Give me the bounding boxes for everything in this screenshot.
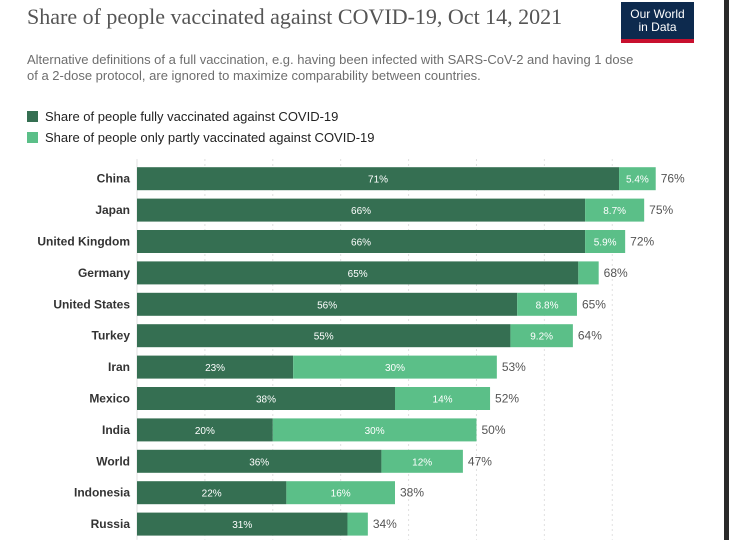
data-label-fully: 38%: [256, 395, 276, 406]
data-label-fully: 65%: [348, 269, 368, 280]
bar-fully-vaccinated[interactable]: [137, 449, 382, 473]
bar-fully-vaccinated[interactable]: [137, 292, 518, 316]
chart-subtitle: Alternative definitions of a full vaccin…: [27, 52, 634, 83]
category-label: Germany: [78, 266, 130, 280]
bar-fully-vaccinated[interactable]: [137, 261, 579, 285]
category-label: World: [96, 454, 130, 468]
total-label: 72%: [630, 235, 654, 249]
category-label: Mexico: [89, 392, 130, 406]
data-label-partly: 8.7%: [603, 206, 626, 217]
data-label-partly: 5.4%: [626, 175, 649, 186]
data-label-partly: 30%: [365, 426, 385, 437]
legend-label-fully: Share of people fully vaccinated against…: [45, 109, 339, 124]
data-label-fully: 22%: [202, 489, 222, 500]
category-label: Indonesia: [74, 486, 130, 500]
bar-fully-vaccinated[interactable]: [137, 167, 620, 191]
legend-swatch-fully: [27, 111, 38, 122]
data-label-partly: 5.9%: [594, 238, 617, 249]
category-label: Russia: [91, 517, 131, 531]
bar-fully-vaccinated[interactable]: [137, 418, 273, 442]
total-label: 47%: [468, 454, 492, 468]
data-label-partly: 8.8%: [536, 300, 559, 311]
total-label: 53%: [502, 360, 526, 374]
category-label: Iran: [108, 360, 130, 374]
category-label: China: [97, 172, 131, 186]
data-label-partly: 9.2%: [530, 332, 553, 343]
legend-label-partly: Share of people only partly vaccinated a…: [45, 130, 375, 145]
bar-fully-vaccinated[interactable]: [137, 512, 348, 536]
total-label: 68%: [604, 266, 628, 280]
bar-fully-vaccinated[interactable]: [137, 198, 586, 222]
category-label: India: [102, 423, 130, 437]
legend-item-partly[interactable]: Share of people only partly vaccinated a…: [27, 128, 375, 147]
total-label: 64%: [578, 329, 602, 343]
data-label-partly: 14%: [433, 395, 453, 406]
data-label-fully: 31%: [232, 520, 252, 531]
bar-partly-vaccinated[interactable]: [585, 230, 626, 253]
category-label: United Kingdom: [37, 235, 130, 249]
bar-fully-vaccinated[interactable]: [137, 355, 294, 379]
data-label-fully: 36%: [249, 457, 269, 468]
data-label-partly: 16%: [331, 489, 351, 500]
bar-partly-vaccinated[interactable]: [293, 355, 497, 379]
bar-partly-vaccinated[interactable]: [272, 418, 477, 442]
category-label: Japan: [95, 203, 130, 217]
chart-title: Share of people vaccinated against COVID…: [27, 4, 563, 29]
legend-swatch-partly: [27, 132, 38, 143]
data-label-fully: 71%: [368, 175, 388, 186]
legend: Share of people fully vaccinated against…: [27, 107, 375, 149]
data-label-fully: 56%: [317, 300, 337, 311]
total-label: 50%: [481, 423, 505, 437]
legend-item-fully[interactable]: Share of people fully vaccinated against…: [27, 107, 375, 126]
data-label-fully: 66%: [351, 238, 371, 249]
data-label-fully: 20%: [195, 426, 215, 437]
category-label: Turkey: [92, 329, 131, 343]
bar-fully-vaccinated[interactable]: [137, 481, 287, 505]
bar-partly-vaccinated[interactable]: [510, 324, 573, 348]
data-label-fully: 23%: [205, 363, 225, 374]
data-label-partly: 12%: [412, 457, 432, 468]
bar-fully-vaccinated[interactable]: [137, 230, 586, 253]
total-label: 34%: [373, 517, 397, 531]
logo-line-2: in Data: [638, 20, 677, 34]
bar-partly-vaccinated[interactable]: [347, 512, 368, 536]
bar-partly-vaccinated[interactable]: [585, 198, 645, 222]
data-label-fully: 55%: [314, 332, 334, 343]
bar-fully-vaccinated[interactable]: [137, 387, 395, 410]
total-label: 76%: [661, 172, 685, 186]
data-label-partly: 30%: [385, 363, 405, 374]
bar-partly-vaccinated[interactable]: [619, 167, 656, 191]
total-label: 38%: [400, 486, 424, 500]
bar-partly-vaccinated[interactable]: [395, 387, 491, 410]
bar-partly-vaccinated[interactable]: [286, 481, 395, 505]
bar-partly-vaccinated[interactable]: [578, 261, 599, 285]
frame-edge: [724, 0, 729, 540]
bar-partly-vaccinated[interactable]: [517, 292, 577, 316]
bar-fully-vaccinated[interactable]: [137, 324, 511, 348]
total-label: 75%: [649, 203, 673, 217]
logo-line-1: Our World: [630, 7, 685, 21]
owid-logo[interactable]: Our World in Data: [621, 2, 694, 43]
total-label: 52%: [495, 392, 519, 406]
category-label: United States: [53, 297, 130, 311]
bar-partly-vaccinated[interactable]: [381, 449, 463, 473]
data-label-fully: 66%: [351, 206, 371, 217]
total-label: 65%: [582, 297, 606, 311]
